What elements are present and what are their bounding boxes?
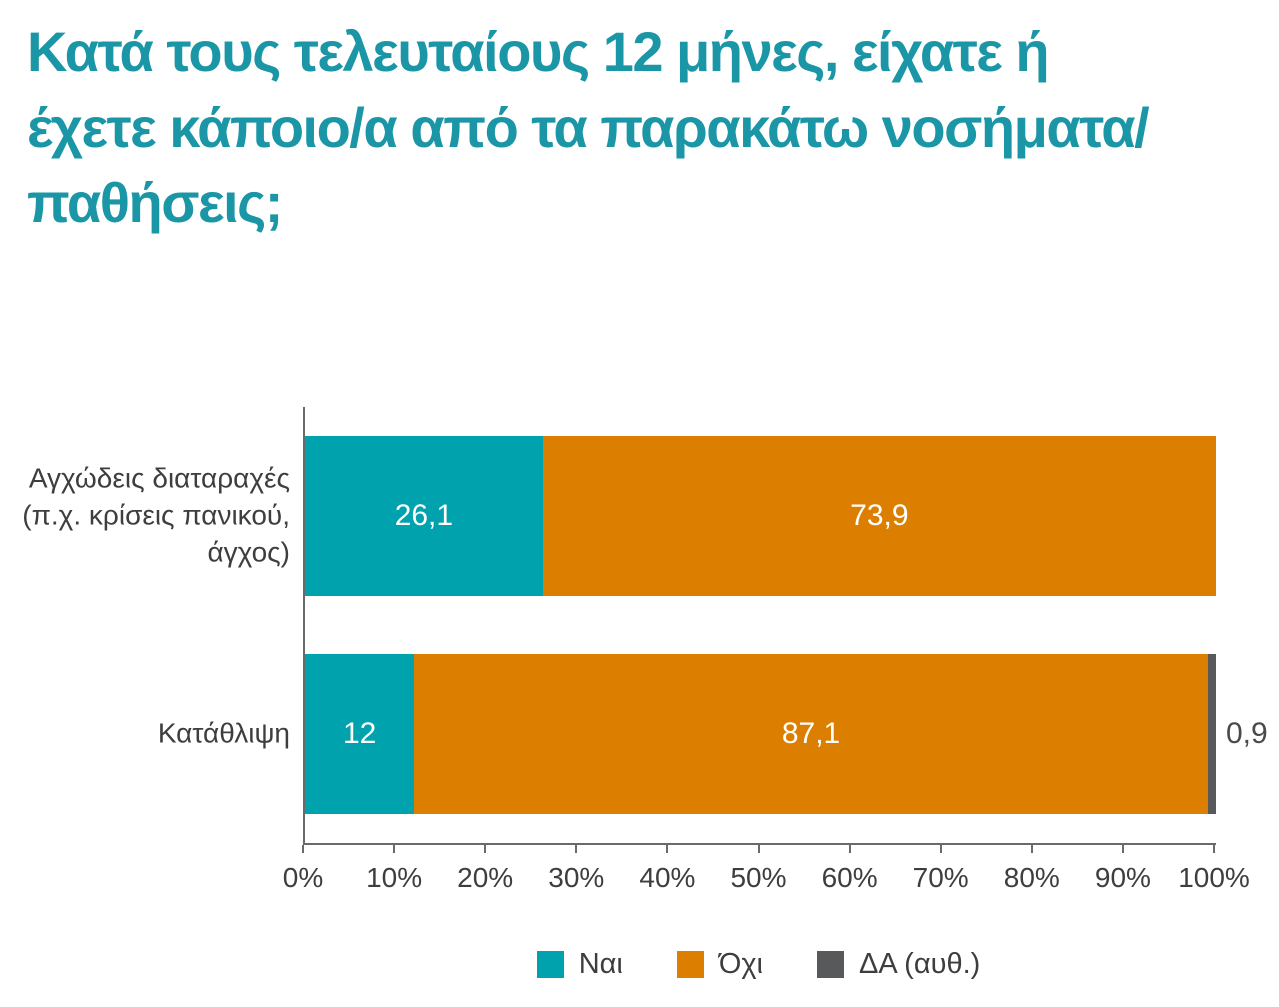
bar-segment: 87,1 bbox=[414, 654, 1208, 814]
bar-value-label: 87,1 bbox=[781, 716, 841, 750]
bar-segment: 12 bbox=[305, 654, 415, 814]
bar-segment: 26,1 bbox=[305, 436, 543, 596]
bar-segment: 73,9 bbox=[542, 436, 1216, 596]
x-tick-label: 80% bbox=[1003, 862, 1060, 893]
legend-swatch bbox=[816, 951, 844, 978]
x-tick-label: 20% bbox=[457, 862, 514, 893]
legend-label: Όχι bbox=[718, 948, 763, 980]
bar-value-label-outside: 0,9 bbox=[1226, 716, 1268, 750]
legend-swatch bbox=[676, 951, 704, 978]
x-tick-mark bbox=[1030, 845, 1033, 853]
x-tick-mark bbox=[848, 845, 851, 853]
bar-value-label: 26,1 bbox=[394, 498, 454, 532]
x-tick-label: 90% bbox=[1094, 862, 1151, 893]
x-tick-label: 10% bbox=[366, 862, 423, 893]
x-tick-mark bbox=[757, 845, 760, 853]
x-tick-label: 100% bbox=[1178, 862, 1250, 893]
x-tick-label: 60% bbox=[821, 862, 878, 893]
x-axis: 0% 10% 20% 30% 40% 50% 60% 70% 80% 90% 100% bbox=[283, 845, 1250, 905]
x-tick-mark bbox=[393, 845, 396, 853]
bar-value-label: 12 bbox=[342, 716, 377, 750]
legend-swatch bbox=[536, 951, 564, 978]
legend: Ναι Όχι ΔΑ (αυθ.) bbox=[303, 948, 1214, 981]
legend-item: ΔΑ (αυθ.) bbox=[816, 948, 981, 981]
x-tick-mark bbox=[1121, 845, 1124, 853]
legend-item: Όχι bbox=[676, 948, 763, 981]
x-tick-mark bbox=[1213, 845, 1215, 853]
chart-title: Κατά τους τελευταίους 12 μήνες, είχατε ή… bbox=[27, 20, 1150, 235]
category-axis-labels: Αγχώδεις διαταραχές (π.χ. κρίσεις πανικο… bbox=[0, 407, 290, 843]
category-label: Κατάθλιψη bbox=[157, 717, 290, 749]
legend-item: Ναι bbox=[536, 948, 623, 981]
x-tick-mark bbox=[302, 845, 304, 853]
x-tick-label: 30% bbox=[548, 862, 605, 893]
bar-row: 26,1 73,9 bbox=[305, 436, 1216, 596]
x-tick-mark bbox=[666, 845, 669, 853]
x-tick-mark bbox=[575, 845, 578, 853]
legend-label: ΔΑ (αυθ.) bbox=[858, 948, 981, 980]
x-tick-label: 70% bbox=[912, 862, 969, 893]
bar-value-label: 73,9 bbox=[850, 498, 909, 532]
plot-area: 26,1 73,9 12 87,1 0,9 bbox=[303, 407, 1268, 845]
x-tick-label: 40% bbox=[639, 862, 696, 893]
category-label: Αγχώδεις διαταραχές (π.χ. κρίσεις πανικο… bbox=[22, 462, 290, 568]
legend-label: Ναι bbox=[578, 948, 623, 980]
x-tick-label: 0% bbox=[282, 862, 324, 893]
x-tick-label: 50% bbox=[730, 862, 787, 893]
x-tick-mark bbox=[484, 845, 487, 853]
x-tick-mark bbox=[939, 845, 942, 853]
bar-segment bbox=[1207, 654, 1216, 814]
bar-row: 12 87,1 0,9 bbox=[305, 654, 1268, 814]
